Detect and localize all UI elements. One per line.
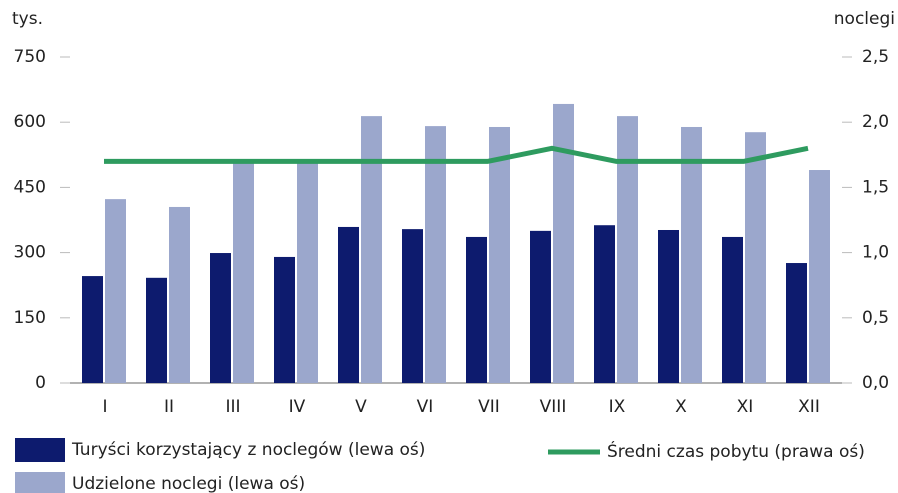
legend-swatch — [15, 472, 65, 493]
bar — [489, 126, 510, 384]
legend-label: Turyści korzystający z noclegów (lewa oś… — [71, 440, 425, 460]
x-tick-label: IX — [609, 397, 626, 417]
bar — [105, 199, 126, 383]
y-tick-label: 600 — [14, 112, 46, 132]
bar — [210, 253, 231, 383]
x-tick-label: XII — [798, 397, 820, 417]
y-tick-label: 450 — [14, 177, 46, 197]
y2-axis-title: noclegi — [834, 9, 895, 29]
bar — [82, 276, 103, 383]
x-tick-label: V — [355, 397, 367, 417]
bar — [722, 236, 743, 383]
bar — [361, 116, 382, 383]
y-tick-label: 0 — [35, 373, 46, 393]
bar — [594, 225, 615, 383]
y2-tick-label: 1,5 — [862, 177, 889, 197]
bar — [681, 126, 702, 384]
bar — [233, 160, 254, 383]
y-axis-title: tys. — [12, 9, 43, 29]
bar — [297, 162, 318, 383]
y2-tick-label: 1,0 — [862, 243, 889, 263]
y2-tick-label: 0,0 — [862, 373, 889, 393]
x-tick-label: VII — [478, 397, 500, 417]
x-tick-label: VIII — [540, 397, 567, 417]
y2-tick-label: 0,5 — [862, 308, 889, 328]
line-series — [104, 145, 809, 164]
bar — [169, 206, 190, 383]
x-tick-label: VI — [417, 397, 434, 417]
bar — [466, 236, 487, 383]
bar — [786, 263, 807, 383]
bar — [745, 132, 766, 383]
x-tick-label: III — [225, 397, 240, 417]
bar — [146, 277, 167, 383]
x-tick-label: I — [102, 397, 107, 417]
x-tick-label: XI — [737, 397, 754, 417]
bar — [402, 229, 423, 383]
y2-tick-label: 2,0 — [862, 112, 889, 132]
bar — [274, 256, 295, 383]
y-tick-label: 750 — [14, 47, 46, 67]
bar — [617, 116, 638, 383]
legend-label: Udzielone noclegi (lewa oś) — [72, 474, 305, 493]
legend-swatch — [15, 438, 65, 462]
bar — [553, 103, 574, 383]
x-tick-label: II — [164, 397, 174, 417]
y-tick-label: 150 — [14, 308, 46, 328]
x-tick-label: X — [675, 397, 687, 417]
x-tick-label: IV — [289, 397, 306, 417]
bar — [425, 126, 446, 383]
bar — [809, 170, 830, 383]
bar — [658, 229, 679, 383]
bar — [338, 226, 359, 383]
y-tick-label: 300 — [14, 243, 46, 263]
legend-label: Średni czas pobytu (prawa oś) — [607, 440, 865, 462]
y2-tick-label: 2,5 — [862, 47, 889, 67]
bar — [530, 230, 551, 383]
